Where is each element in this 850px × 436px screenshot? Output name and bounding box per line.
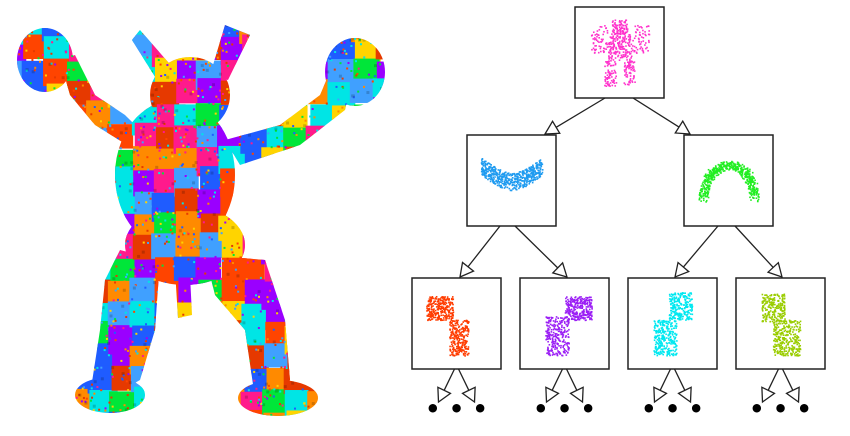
continuation-dots: • • • bbox=[749, 395, 812, 423]
point-cloud-whole-body bbox=[590, 19, 651, 87]
tree-edge-arrow bbox=[781, 368, 800, 404]
node-frame bbox=[683, 134, 774, 227]
tree-edge-arrow bbox=[543, 97, 606, 135]
tree-edge-arrow bbox=[437, 368, 456, 404]
segmented-patches bbox=[17, 25, 385, 416]
armadillo-segmented-model bbox=[17, 25, 385, 416]
tree-edge-arrow bbox=[632, 97, 692, 135]
continuation-dots: • • • bbox=[641, 395, 704, 423]
point-cloud-legs bbox=[698, 160, 760, 203]
tree-edge-arrow bbox=[673, 368, 692, 404]
level1-node bbox=[683, 134, 774, 227]
level2-node bbox=[411, 277, 502, 370]
root-node bbox=[574, 6, 665, 99]
level1-node bbox=[466, 134, 557, 227]
tree-edge-arrow bbox=[674, 225, 719, 279]
tree-edge-arrow bbox=[459, 225, 501, 279]
tree-edge-arrow bbox=[565, 368, 584, 404]
level2-node bbox=[627, 277, 718, 370]
continuation-dots: • • • bbox=[425, 395, 488, 423]
level2-node bbox=[735, 277, 826, 370]
tree-edge-arrow bbox=[653, 368, 672, 404]
tree-edge-arrow bbox=[761, 368, 780, 404]
tree-edge-arrow bbox=[514, 225, 568, 278]
point-cloud-arm-left bbox=[426, 295, 470, 357]
point-cloud-upper-body bbox=[480, 158, 544, 192]
continuation-dots: • • • bbox=[533, 395, 596, 423]
point-cloud-arm-right bbox=[545, 296, 593, 357]
level2-node bbox=[519, 277, 610, 370]
point-cloud-hierarchy-tree: • • • • • • • • • • • • bbox=[411, 6, 826, 423]
point-cloud-leg-right bbox=[761, 293, 802, 357]
tree-edge-arrow bbox=[734, 225, 783, 279]
tree-edge-arrow bbox=[457, 368, 476, 404]
tree-edge-arrow bbox=[545, 368, 564, 404]
point-cloud-leg-left bbox=[653, 292, 694, 357]
